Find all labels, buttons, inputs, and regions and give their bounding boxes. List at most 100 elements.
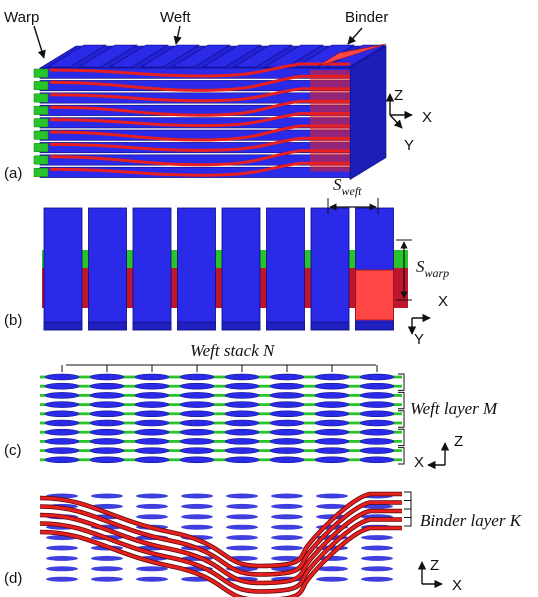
weft-yarn xyxy=(314,419,350,427)
weft-layer-bracket xyxy=(398,428,405,447)
weft-yarn xyxy=(271,503,303,509)
weft-yarn xyxy=(179,382,215,390)
binder-yarn xyxy=(39,501,402,577)
warp-callout: Warp xyxy=(4,9,39,26)
weft-lamina xyxy=(40,384,402,388)
weft-yarn xyxy=(89,401,125,408)
weft-lamina xyxy=(40,430,402,434)
weft-yarn xyxy=(91,566,123,572)
weft-yarn xyxy=(361,545,393,551)
warp-column-foot xyxy=(132,321,172,331)
weft-callout-arrow xyxy=(173,25,182,45)
axis-x-label: X xyxy=(438,293,448,310)
s-warp-dimension: Swarp xyxy=(396,239,449,301)
warp-column-foot xyxy=(266,321,305,331)
weft-yarn xyxy=(271,545,303,551)
weft-yarn xyxy=(44,428,80,436)
warp-column xyxy=(177,207,216,331)
weft-yarn xyxy=(179,438,215,445)
weft-yarn xyxy=(224,447,260,454)
weft-yarn xyxy=(314,438,350,445)
weft-yarn xyxy=(226,524,258,530)
svg-text:Swarp: Swarp xyxy=(416,257,449,280)
s-weft-dimension: Sweft xyxy=(327,175,379,214)
warp-column xyxy=(266,207,305,331)
warp-column xyxy=(310,207,350,331)
weft-yarn xyxy=(316,493,348,499)
weft-lamina xyxy=(40,412,402,416)
binder-yarn xyxy=(49,149,350,167)
binder-layer-bracket xyxy=(404,500,412,510)
warp-column xyxy=(43,207,83,331)
binder-cell xyxy=(355,269,394,321)
weft-yarn xyxy=(224,382,260,390)
weft-yarn xyxy=(179,447,215,454)
weft-yarn xyxy=(181,524,213,530)
weft-yarn xyxy=(44,373,80,381)
binder-yarn xyxy=(49,124,350,142)
weft-yarn xyxy=(179,392,215,399)
binder-yarn xyxy=(39,526,402,597)
weft-callout: Weft xyxy=(160,9,191,26)
weft-yarn xyxy=(314,447,350,454)
top-weft-slat xyxy=(201,44,263,68)
weft-yarn xyxy=(271,493,303,499)
weft-yarn xyxy=(226,493,258,499)
weft-end xyxy=(33,68,49,78)
top-weft-slat xyxy=(46,44,108,68)
top-weft-slat xyxy=(294,44,356,68)
weft-yarn xyxy=(314,401,350,408)
weft-yarn xyxy=(269,456,305,464)
weft-yarn xyxy=(359,382,395,390)
weft-yarn xyxy=(134,401,170,408)
weft-lamina xyxy=(40,375,402,379)
axis-x-label: X xyxy=(452,577,462,594)
weft-lamina xyxy=(40,394,402,397)
weft-layer-bracket xyxy=(398,391,405,410)
binder-yarn xyxy=(39,492,402,568)
weft-yarn xyxy=(136,493,168,499)
weft-lamina xyxy=(40,421,402,425)
weft-yarn xyxy=(361,566,393,572)
weft-yarn xyxy=(359,392,395,399)
binder-yarn xyxy=(49,74,350,92)
weft-yarn xyxy=(89,438,125,445)
binder-yarn xyxy=(49,62,350,78)
weft-yarn xyxy=(134,382,170,390)
axis-triad-icon: Z X xyxy=(414,433,463,471)
bottom-slit xyxy=(227,178,243,188)
weft-yarn xyxy=(91,493,123,499)
bottom-slit xyxy=(161,178,177,188)
weft-yarn xyxy=(359,419,395,427)
binder-yarn xyxy=(49,112,350,128)
weft-yarn xyxy=(46,566,78,572)
weft-yarn xyxy=(44,447,80,454)
weft-end xyxy=(33,155,49,165)
textile-3d-block xyxy=(33,43,388,188)
weft-yarn xyxy=(359,447,395,454)
weft-cross-section xyxy=(40,364,405,465)
top-weft-slat xyxy=(232,44,294,68)
weft-yarn xyxy=(179,456,215,464)
weft-stack-label: Weft stack N xyxy=(190,341,276,360)
weft-yarn xyxy=(136,503,168,509)
weft-layer-label: Weft layer M xyxy=(410,399,498,418)
weft-yarn xyxy=(89,456,125,464)
s-weft-subscript: weft xyxy=(342,184,363,198)
weft-yarn xyxy=(269,392,305,399)
warp-column-foot xyxy=(43,321,83,331)
binder-yarn xyxy=(49,87,350,103)
weft-yarn xyxy=(224,373,260,381)
axis-z-label: Z xyxy=(454,433,463,450)
weft-yarn xyxy=(269,382,305,390)
weft-yarn xyxy=(269,401,305,408)
weft-yarn xyxy=(89,419,125,427)
weft-end xyxy=(33,81,49,91)
weft-end xyxy=(33,167,49,177)
bottom-slit xyxy=(128,178,144,188)
weft-end xyxy=(33,118,49,128)
panel-b-label: (b) xyxy=(4,312,22,329)
weft-layer-bracket xyxy=(398,373,405,391)
weft-yarn xyxy=(179,428,215,436)
